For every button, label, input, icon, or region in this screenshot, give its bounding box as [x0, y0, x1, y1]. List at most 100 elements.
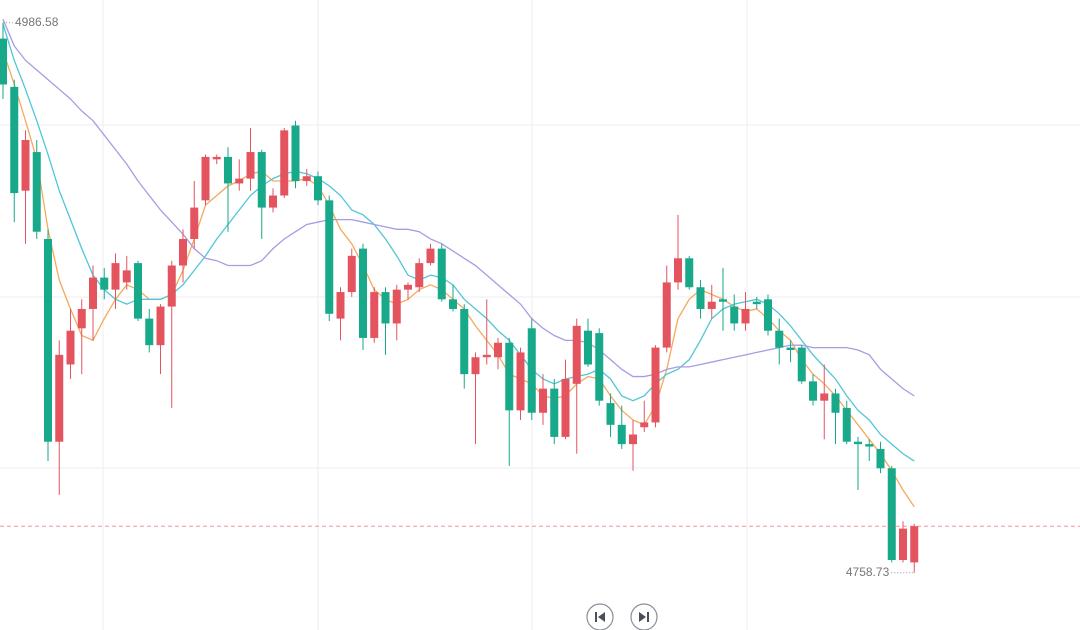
- candle: [786, 340, 795, 363]
- candle-body: [0, 38, 7, 85]
- candle: [122, 255, 131, 290]
- candle-body: [190, 207, 199, 239]
- candle-body: [449, 299, 457, 309]
- candle: [10, 79, 19, 223]
- candle-body: [764, 299, 772, 331]
- candle-body: [370, 292, 379, 338]
- candle-body: [100, 277, 109, 290]
- candle-body: [302, 176, 311, 182]
- candle: [831, 388, 840, 445]
- candle-body: [561, 378, 570, 437]
- candle: [887, 465, 896, 563]
- candle: [685, 255, 694, 290]
- max-label: 4986.58: [15, 15, 59, 29]
- candle: [527, 318, 536, 420]
- candle: [741, 292, 750, 331]
- candle: [415, 258, 424, 293]
- candle: [32, 140, 41, 239]
- candle-body: [674, 258, 682, 283]
- candle: [55, 340, 64, 495]
- candle: [66, 308, 75, 379]
- candle: [201, 154, 210, 206]
- candle: [212, 154, 221, 165]
- candle: [865, 439, 874, 462]
- candle-body: [854, 441, 862, 445]
- candle-body: [887, 468, 896, 560]
- candle-body: [246, 152, 255, 179]
- candle: [494, 337, 502, 370]
- candle: [550, 378, 559, 445]
- candle: [359, 243, 367, 350]
- candle-body: [269, 195, 277, 208]
- candle-body: [44, 238, 52, 442]
- candle-body: [617, 424, 626, 445]
- candle: [145, 308, 154, 353]
- candle-body: [460, 308, 469, 375]
- candle-body: [437, 248, 446, 300]
- candle: [606, 393, 615, 437]
- candle-body: [471, 357, 480, 375]
- candle-body: [235, 178, 244, 184]
- candle-body: [809, 381, 817, 401]
- candle-body: [910, 526, 919, 563]
- min-label: 4758.73: [846, 565, 890, 579]
- candle-body: [797, 347, 806, 382]
- candle: [0, 22, 7, 99]
- candle-body: [730, 306, 739, 324]
- candle-body: [527, 328, 536, 413]
- candle-body: [662, 282, 671, 348]
- candle-body: [291, 125, 300, 182]
- candle: [437, 243, 446, 302]
- candle: [797, 345, 806, 384]
- candle-body: [831, 393, 840, 413]
- candle-body: [584, 330, 592, 365]
- candle-body: [122, 270, 131, 283]
- candle-body: [314, 176, 322, 201]
- candle: [707, 284, 716, 319]
- candle: [662, 265, 671, 353]
- candle-body: [325, 200, 334, 314]
- line-series: [2, 19, 915, 397]
- candle-body: [359, 248, 367, 338]
- candle-body: [719, 299, 727, 302]
- candle: [77, 299, 86, 375]
- candle: [730, 294, 739, 331]
- candle: [392, 284, 401, 341]
- candle-body: [651, 347, 660, 423]
- candle: [347, 248, 356, 297]
- candle: [775, 318, 784, 365]
- candle: [482, 299, 491, 365]
- candle-body: [156, 306, 165, 346]
- candle: [617, 405, 626, 449]
- candle: [325, 195, 334, 322]
- prev-button[interactable]: [586, 603, 614, 630]
- candle: [516, 347, 525, 420]
- candle-body: [775, 330, 784, 348]
- candle: [246, 127, 255, 191]
- candle: [190, 181, 199, 249]
- candle: [44, 229, 52, 462]
- candle-body: [336, 292, 345, 319]
- candle: [651, 345, 660, 428]
- candle: [595, 328, 604, 406]
- candle: [21, 130, 30, 244]
- candle: [336, 287, 345, 341]
- candle-body: [865, 444, 874, 447]
- candle-body: [505, 342, 514, 411]
- candle-body: [550, 388, 559, 437]
- candle-body: [516, 352, 525, 411]
- candle-body: [257, 152, 266, 208]
- candle: [167, 260, 176, 408]
- candle: [291, 120, 300, 189]
- candle-body: [876, 448, 885, 469]
- candle: [449, 284, 457, 312]
- next-button[interactable]: [630, 603, 658, 630]
- candle-body: [224, 156, 232, 184]
- candle: [156, 304, 165, 375]
- candle-body: [167, 265, 176, 307]
- candle-body: [134, 263, 142, 319]
- candle-body: [179, 238, 187, 266]
- candle-body: [741, 308, 750, 324]
- candle: [640, 400, 649, 433]
